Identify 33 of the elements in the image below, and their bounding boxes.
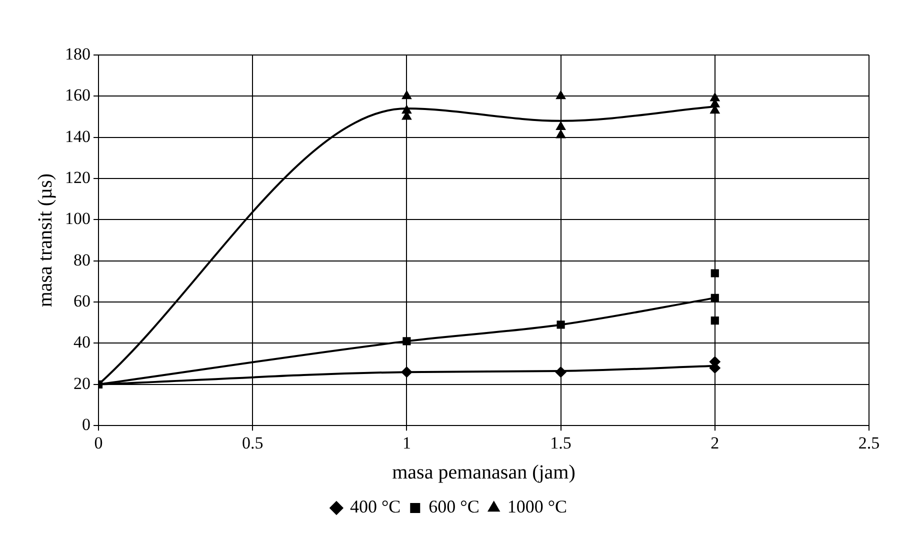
point (556, 130, 566, 138)
x-tick-label: 2 (710, 433, 720, 452)
point (710, 316, 719, 325)
point (402, 337, 411, 346)
y-tick-label: 20 (74, 374, 90, 393)
legend-label: 1000 °C (507, 496, 568, 517)
legend-label: 400 °C (350, 496, 401, 517)
x-tick-label: 0.5 (242, 433, 264, 452)
point (556, 122, 566, 130)
legend-label: 600 °C (428, 496, 480, 517)
point (556, 90, 566, 100)
point (555, 366, 566, 378)
point (402, 105, 412, 114)
y-tick-label: 60 (74, 292, 90, 311)
y-tick-label: 40 (74, 332, 90, 352)
x-tick-label: 1 (402, 433, 411, 452)
point (402, 90, 412, 100)
x-tick-label: 2.5 (858, 433, 880, 452)
point (710, 269, 719, 278)
x-tick-label: 0 (94, 433, 103, 452)
y-tick-label: 160 (65, 86, 90, 105)
y-tick-label: 100 (65, 209, 90, 228)
y-tick-label: 180 (65, 44, 90, 64)
point (401, 366, 412, 378)
y-tick-label: 120 (65, 168, 90, 187)
point (556, 320, 565, 329)
x-axis-title: masa pemanasan (jam) (392, 461, 576, 484)
point (710, 294, 719, 302)
y-axis-title: masa transit (µs) (34, 173, 56, 308)
y-tick-label: 140 (65, 126, 90, 146)
y-tick-label: 0 (82, 415, 90, 434)
x-tick-label: 1.5 (550, 433, 572, 452)
y-tick-label: 80 (74, 250, 90, 270)
